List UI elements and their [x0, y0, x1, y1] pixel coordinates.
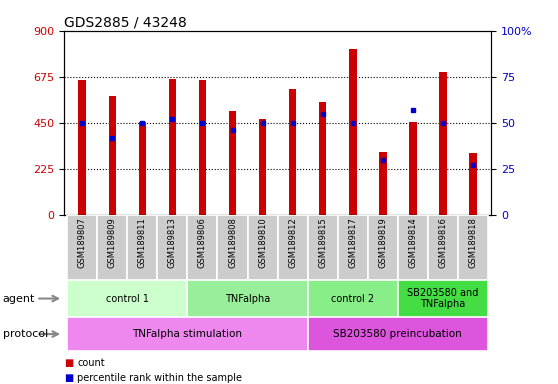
FancyBboxPatch shape — [67, 317, 307, 351]
FancyBboxPatch shape — [458, 215, 488, 280]
FancyBboxPatch shape — [67, 280, 187, 317]
Text: GSM189806: GSM189806 — [198, 217, 207, 268]
FancyBboxPatch shape — [398, 280, 488, 317]
Text: agent: agent — [3, 293, 35, 304]
Bar — [289, 89, 296, 215]
Bar — [409, 122, 417, 215]
Text: GSM189810: GSM189810 — [258, 217, 267, 268]
Bar — [199, 80, 206, 215]
FancyBboxPatch shape — [127, 215, 157, 280]
Text: GSM189815: GSM189815 — [318, 217, 327, 268]
FancyBboxPatch shape — [307, 280, 398, 317]
Text: TNFalpha: TNFalpha — [225, 293, 270, 304]
Text: GSM189807: GSM189807 — [78, 217, 86, 268]
Text: count: count — [77, 358, 105, 368]
Text: SB203580 preincubation: SB203580 preincubation — [334, 329, 462, 339]
Bar — [349, 49, 357, 215]
Text: control 2: control 2 — [331, 293, 374, 304]
Text: GSM189818: GSM189818 — [469, 217, 478, 268]
Text: GSM189813: GSM189813 — [168, 217, 177, 268]
FancyBboxPatch shape — [248, 215, 278, 280]
Bar — [379, 152, 387, 215]
Bar — [138, 122, 146, 215]
Text: GSM189811: GSM189811 — [138, 217, 147, 268]
Bar — [469, 152, 477, 215]
Text: control 1: control 1 — [106, 293, 149, 304]
Text: GSM189816: GSM189816 — [439, 217, 448, 268]
Bar — [439, 72, 447, 215]
Text: GSM189819: GSM189819 — [378, 217, 387, 268]
Text: GSM189812: GSM189812 — [288, 217, 297, 268]
FancyBboxPatch shape — [157, 215, 187, 280]
Bar — [79, 80, 86, 215]
FancyBboxPatch shape — [307, 215, 338, 280]
FancyBboxPatch shape — [218, 215, 248, 280]
Bar — [169, 79, 176, 215]
Bar — [229, 111, 236, 215]
FancyBboxPatch shape — [398, 215, 428, 280]
Text: ■: ■ — [64, 358, 74, 368]
Text: percentile rank within the sample: percentile rank within the sample — [77, 373, 242, 383]
Text: GSM189809: GSM189809 — [108, 217, 117, 268]
FancyBboxPatch shape — [187, 280, 307, 317]
Text: protocol: protocol — [3, 329, 48, 339]
Text: GDS2885 / 43248: GDS2885 / 43248 — [64, 15, 187, 29]
FancyBboxPatch shape — [428, 215, 458, 280]
FancyBboxPatch shape — [67, 215, 97, 280]
FancyBboxPatch shape — [187, 215, 218, 280]
FancyBboxPatch shape — [278, 215, 307, 280]
Text: GSM189808: GSM189808 — [228, 217, 237, 268]
FancyBboxPatch shape — [368, 215, 398, 280]
Bar — [319, 103, 326, 215]
FancyBboxPatch shape — [307, 317, 488, 351]
FancyBboxPatch shape — [338, 215, 368, 280]
Text: GSM189817: GSM189817 — [348, 217, 357, 268]
Text: TNFalpha stimulation: TNFalpha stimulation — [132, 329, 242, 339]
Text: ■: ■ — [64, 373, 74, 383]
Text: SB203580 and
TNFalpha: SB203580 and TNFalpha — [407, 288, 479, 310]
Bar — [108, 96, 116, 215]
Bar — [259, 119, 266, 215]
Text: GSM189814: GSM189814 — [408, 217, 417, 268]
FancyBboxPatch shape — [97, 215, 127, 280]
